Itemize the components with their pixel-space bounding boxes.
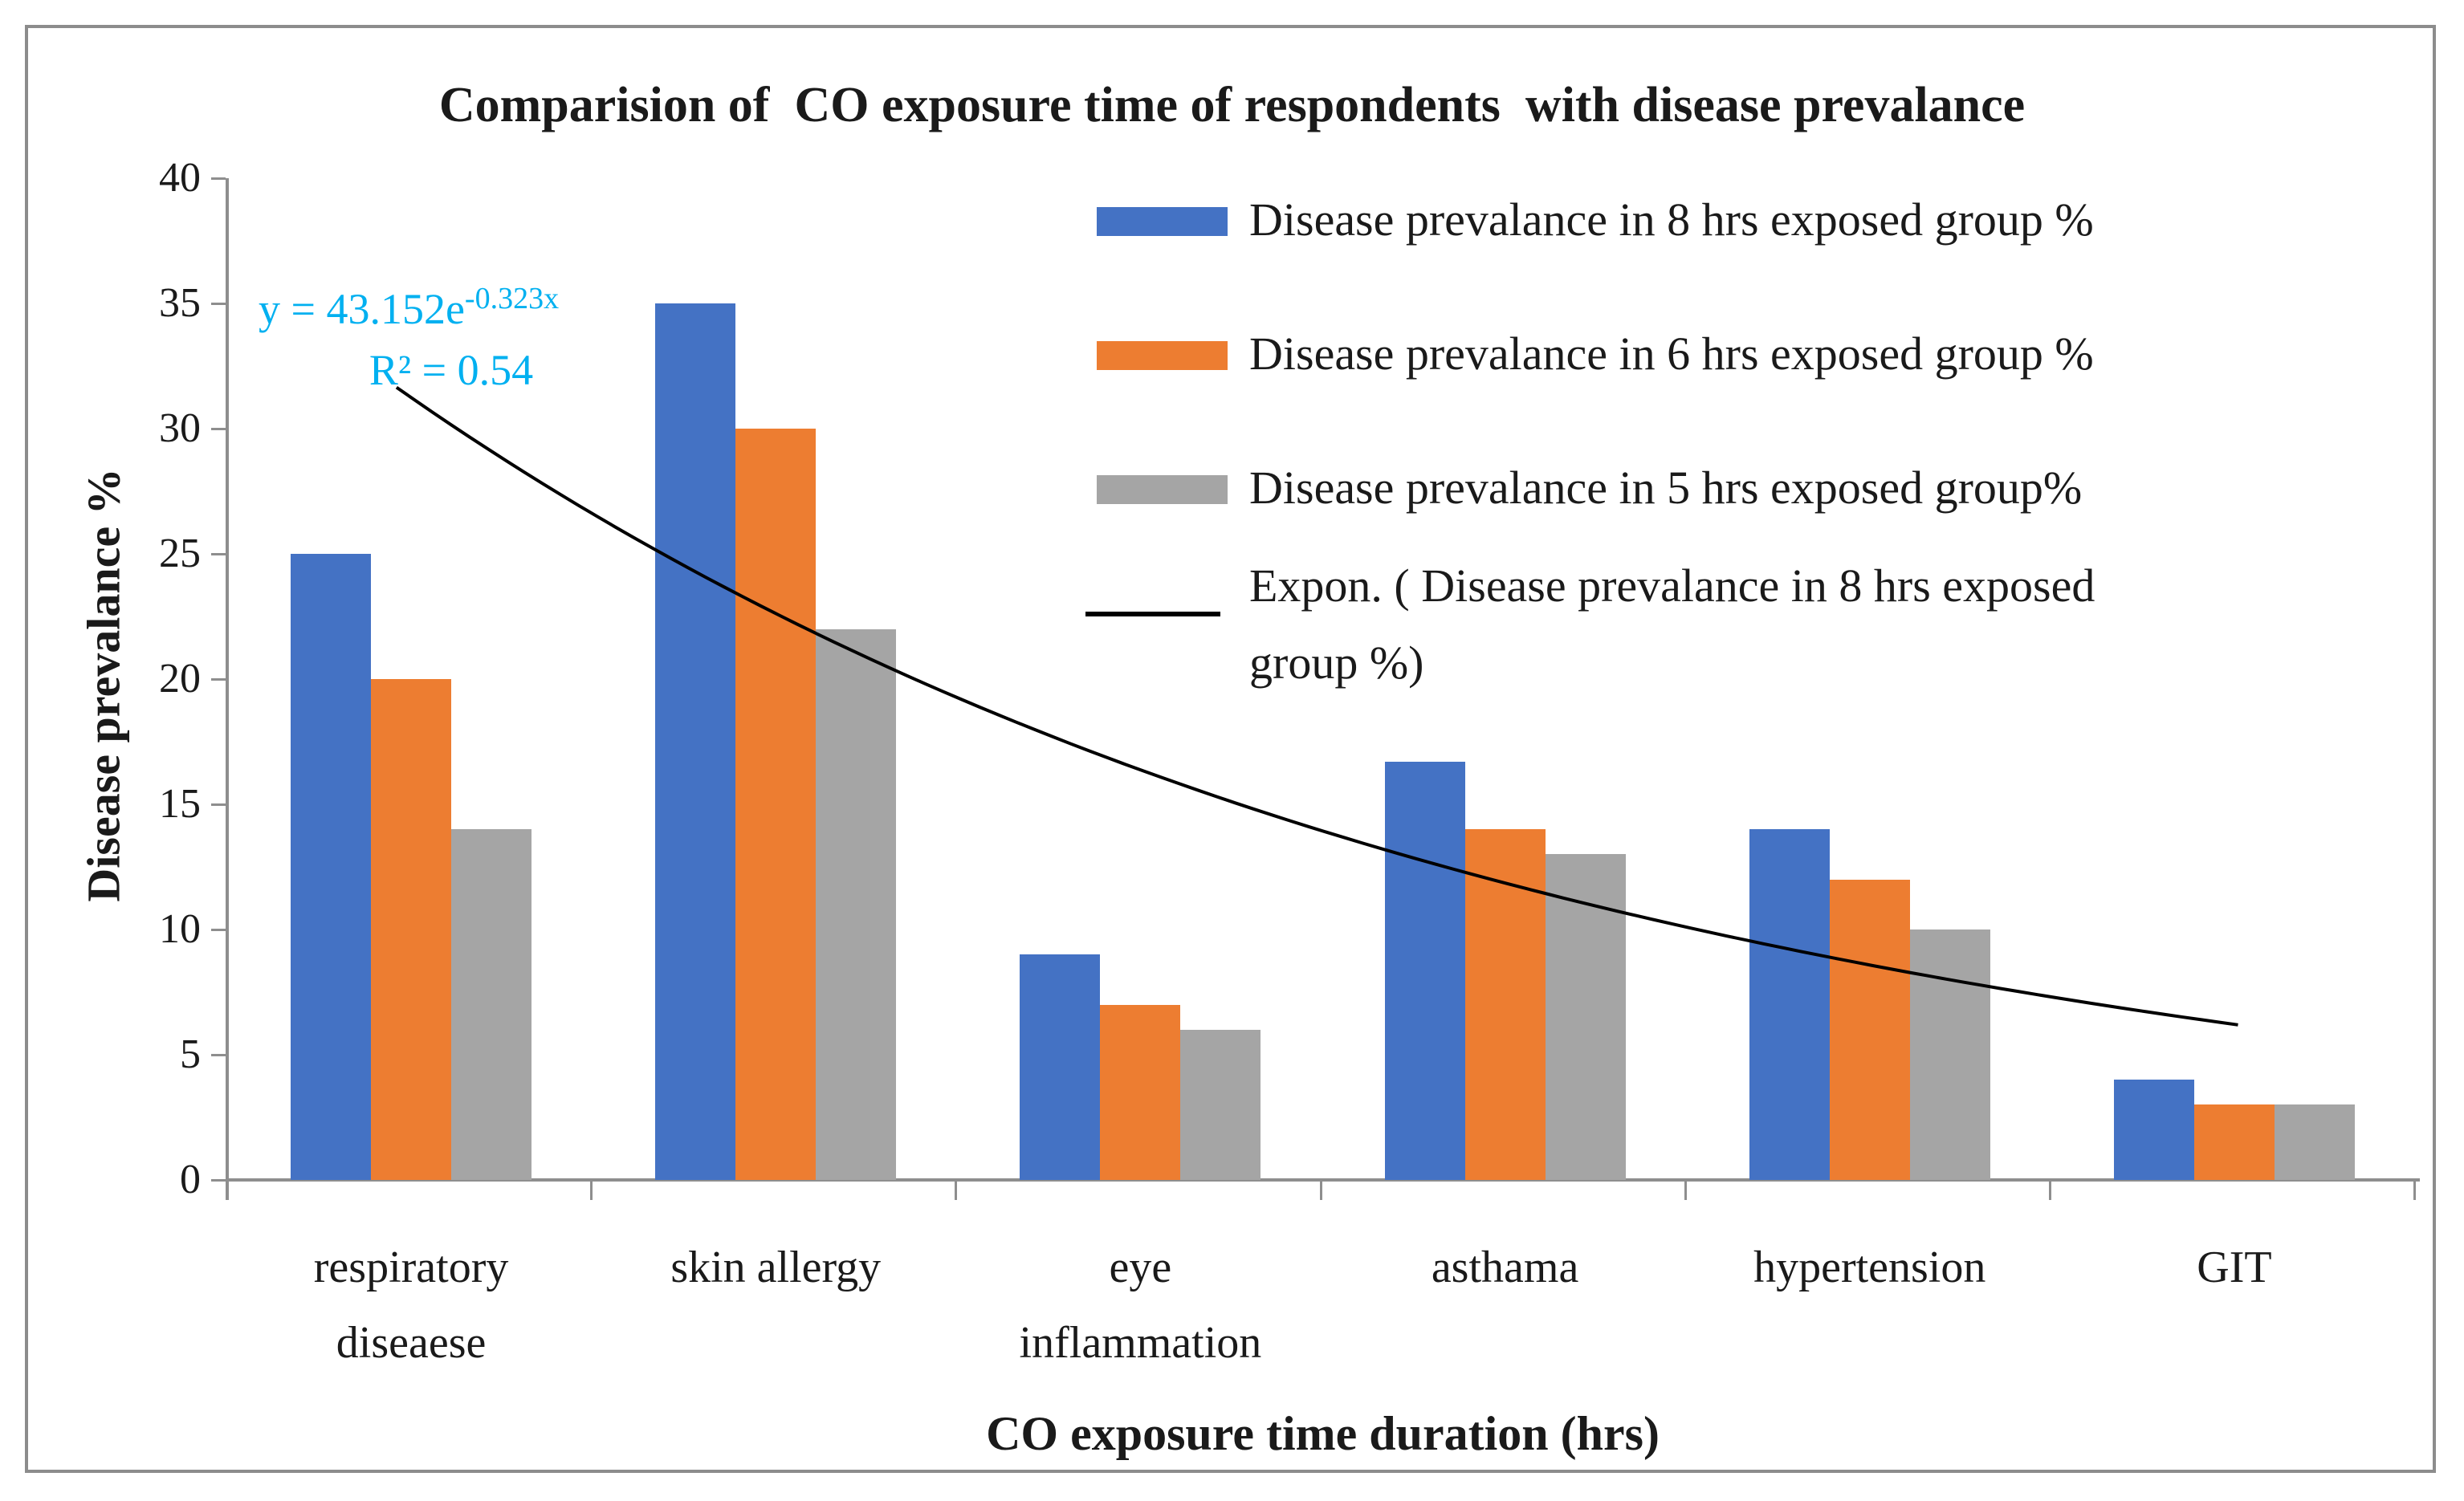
chart-title: Comparision of CO exposure time of respo… (438, 78, 2026, 132)
x-axis-line (226, 1178, 2420, 1182)
bar (1464, 829, 1546, 1180)
legend-line-swatch (1085, 612, 1220, 616)
y-tick-mark (211, 677, 226, 681)
bar (655, 303, 736, 1180)
y-tick-label: 30 (159, 405, 201, 451)
y-tick-label: 10 (159, 906, 201, 952)
bar (1180, 1029, 1261, 1180)
legend-label: Disease prevalance in 8 hrs exposed grou… (1249, 193, 2094, 246)
equation-text: y = 43.152e-0.323x (259, 282, 560, 333)
category-label: respiratory diseaese (313, 1243, 509, 1368)
x-tick-mark (1319, 1179, 1322, 1200)
trendline-equation: y = 43.152e-0.323x R² = 0.54 (259, 281, 644, 395)
category-label: hypertension (1753, 1243, 1986, 1292)
plot-area (229, 178, 2417, 1180)
category-label: eye inflammation (1019, 1243, 1262, 1368)
category-label: GIT (2197, 1243, 2272, 1292)
y-tick-label: 0 (180, 1157, 201, 1202)
bar (816, 628, 897, 1180)
y-tick-mark (211, 1178, 226, 1182)
y-tick-mark (211, 177, 226, 180)
x-tick-mark (2048, 1179, 2051, 1200)
bar (1829, 879, 1910, 1180)
bar (1749, 829, 1830, 1180)
bar (2113, 1080, 2194, 1180)
y-tick-mark (211, 302, 226, 305)
legend-label: Disease prevalance in 5 hrs exposed grou… (1249, 462, 2083, 514)
legend-label: Disease prevalance in 6 hrs exposed grou… (1249, 327, 2094, 380)
x-tick-mark (2413, 1179, 2416, 1200)
legend-label: Expon. ( Disease prevalance in 8 hrs exp… (1249, 559, 2095, 689)
category-label: asthama (1431, 1243, 1579, 1292)
y-tick-label: 40 (159, 155, 201, 201)
y-tick-label: 35 (159, 280, 201, 326)
figure-border (25, 25, 2436, 1473)
y-tick-mark (211, 552, 226, 555)
y-tick-label: 15 (159, 781, 201, 827)
y-tick-mark (211, 1053, 226, 1056)
x-tick-mark (590, 1179, 593, 1200)
legend-swatch (1097, 475, 1228, 504)
bar (1384, 761, 1465, 1180)
bar (1909, 929, 1990, 1180)
bar (291, 554, 372, 1180)
y-tick-label: 20 (159, 656, 201, 702)
bar (2274, 1104, 2355, 1180)
bar (2193, 1104, 2275, 1180)
legend-swatch (1097, 341, 1228, 370)
category-label: skin allergy (670, 1243, 882, 1292)
y-tick-mark (211, 427, 226, 430)
y-tick-mark (211, 928, 226, 931)
bar (371, 679, 452, 1180)
x-tick-mark (955, 1179, 958, 1200)
x-tick-mark (226, 1179, 228, 1200)
bar (1545, 854, 1626, 1180)
bar (1100, 1004, 1181, 1180)
x-tick-mark (1684, 1179, 1687, 1200)
x-axis-title: CO exposure time duration (hrs) (986, 1407, 1660, 1460)
y-tick-label: 5 (180, 1031, 201, 1077)
y-tick-label: 25 (159, 531, 201, 576)
bar (735, 429, 817, 1180)
legend-swatch (1097, 207, 1228, 236)
y-tick-mark (211, 803, 226, 806)
bar (1020, 954, 1101, 1180)
equation-exponent: -0.323x (464, 282, 560, 315)
bar (451, 829, 532, 1180)
y-axis-line (226, 178, 229, 1200)
